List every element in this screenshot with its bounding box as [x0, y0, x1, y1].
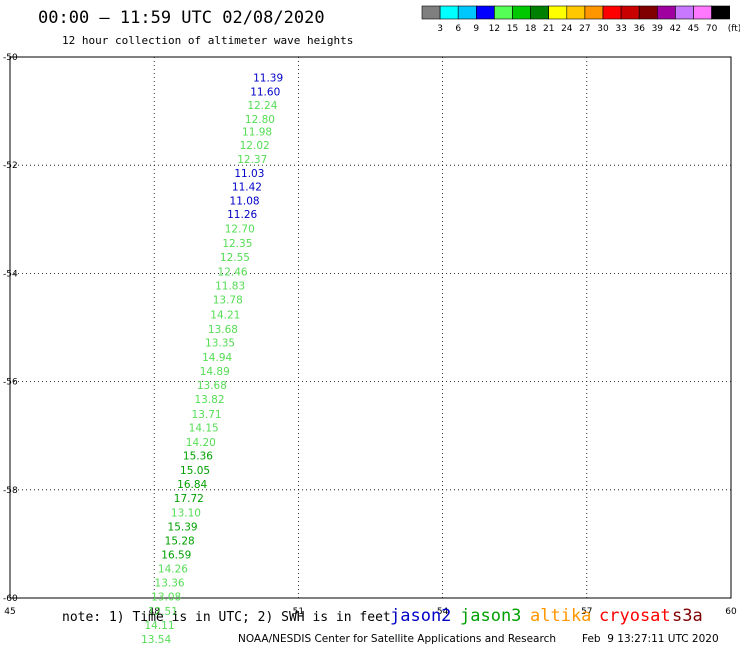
wave-height-label: 12.55	[220, 252, 250, 264]
legend-cryosat: cryosat	[599, 606, 671, 626]
wave-height-label: 12.80	[245, 114, 275, 126]
colorbar-label: 21	[543, 24, 554, 34]
wave-height-label: 14.11	[144, 620, 174, 632]
colorbar-swatch	[693, 5, 712, 20]
wave-height-label: 12.35	[222, 238, 252, 250]
legend-jason3: jason3	[460, 606, 522, 626]
colorbar-label: 15	[507, 24, 518, 34]
colorbar-label: 39	[652, 24, 664, 34]
colorbar-swatch	[475, 5, 495, 20]
wave-height-label: 13.10	[171, 507, 201, 519]
x-tick-label: 48	[148, 607, 160, 617]
colorbar-swatch	[494, 5, 513, 20]
wave-height-label: 15.39	[168, 521, 198, 533]
wave-height-label: 14.15	[189, 422, 219, 434]
wave-height-label: 14.26	[158, 564, 188, 576]
wave-height-label: 14.89	[200, 366, 230, 378]
colorbar-label: 33	[615, 24, 626, 34]
wave-height-label: 14.21	[210, 309, 240, 321]
wave-height-label: 12.46	[218, 267, 248, 279]
wave-height-label: 12.24	[247, 100, 277, 112]
page-subtitle: 12 hour collection of altimeter wave hei…	[62, 34, 354, 47]
wave-height-label: 13.82	[194, 394, 224, 406]
wave-height-label: 14.94	[202, 352, 232, 364]
wave-height-label: 11.26	[227, 209, 257, 221]
y-tick-label: -54	[3, 269, 18, 279]
wave-height-label: 13.36	[155, 578, 185, 590]
wave-height-label: 15.28	[165, 535, 195, 547]
colorbar-label: 24	[561, 24, 573, 34]
colorbar-label: 6	[455, 24, 461, 34]
colorbar-swatch	[711, 5, 730, 20]
wave-height-label: 11.42	[232, 182, 262, 194]
footer-note: note: 1) Time is in UTC; 2) SWH is in fe…	[62, 610, 391, 625]
legend-jason2: jason2	[390, 606, 452, 626]
colorbar-swatch	[512, 5, 531, 20]
footer-timestamp: Feb 9 13:27:11 UTC 2020	[582, 633, 719, 645]
wave-height-label: 12.51	[148, 606, 178, 618]
colorbar-swatch	[421, 5, 441, 20]
wave-height-label: 13.35	[205, 337, 235, 349]
legend-s3a: s3a	[672, 606, 703, 626]
wave-height-label: 15.05	[180, 465, 210, 477]
x-tick-label: 54	[437, 607, 449, 617]
colorbar-swatch	[656, 5, 676, 20]
wave-height-label: 16.59	[161, 550, 191, 562]
wave-height-label: 13.08	[151, 592, 181, 604]
colorbar-swatch	[530, 5, 549, 20]
colorbar-swatch	[602, 5, 622, 20]
colorbar-label: 70	[706, 24, 718, 34]
y-tick-label: -52	[3, 161, 18, 171]
colorbar-swatch	[439, 5, 459, 20]
wave-height-label: 11.60	[250, 86, 280, 98]
wave-height-label: 12.37	[237, 154, 267, 166]
colorbar-swatch	[675, 5, 694, 20]
colorbar-swatch	[548, 5, 568, 20]
colorbar-unit: (ft)	[728, 24, 740, 34]
colorbar-label: 42	[670, 24, 681, 34]
wave-height-label: 17.72	[174, 493, 204, 505]
plot-frame	[9, 56, 732, 599]
colorbar-label: 30	[597, 24, 609, 34]
colorbar-swatch	[566, 5, 586, 20]
colorbar-label: 36	[633, 24, 645, 34]
wave-height-label: 12.02	[240, 140, 270, 152]
wave-height-label: 16.84	[177, 479, 207, 491]
legend-altika: altika	[530, 606, 592, 626]
wave-height-label: 13.68	[197, 380, 227, 392]
wave-height-label: 13.71	[192, 409, 222, 421]
colorbar-swatch	[584, 5, 604, 20]
x-tick-label: 45	[4, 607, 15, 617]
y-tick-label: -50	[3, 53, 18, 63]
colorbar-label: 18	[525, 24, 537, 34]
colorbar-label: 27	[579, 24, 590, 34]
colorbar-label: 3	[437, 24, 443, 34]
colorbar-swatch	[620, 5, 640, 20]
wave-height-label: 14.20	[186, 437, 216, 449]
wave-height-label: 11.08	[230, 196, 260, 208]
wave-height-label: 11.03	[234, 168, 264, 180]
colorbar-label: 9	[473, 24, 479, 34]
colorbar-label: 12	[489, 24, 500, 34]
wave-height-label: 11.98	[242, 126, 272, 138]
wave-height-label: 13.54	[141, 634, 171, 646]
colorbar-label: 45	[688, 24, 699, 34]
wave-height-label: 13.68	[208, 324, 238, 336]
x-tick-label: 60	[725, 607, 737, 617]
y-tick-label: -56	[3, 378, 18, 388]
colorbar-swatch	[638, 5, 658, 20]
wave-height-label: 11.83	[215, 281, 245, 293]
wave-height-label: 15.36	[183, 451, 213, 463]
x-tick-label: 51	[293, 607, 304, 617]
wave-height-label: 12.70	[225, 223, 255, 235]
wave-height-label: 13.78	[213, 295, 243, 307]
wave-height-label: 11.39	[253, 72, 283, 84]
x-tick-label: 57	[581, 607, 592, 617]
page-title: 00:00 – 11:59 UTC 02/08/2020	[38, 8, 325, 28]
colorbar-swatch	[457, 5, 477, 20]
y-tick-label: -60	[3, 594, 18, 604]
footer-credit: NOAA/NESDIS Center for Satellite Applica…	[238, 633, 556, 645]
y-tick-label: -58	[3, 486, 18, 496]
